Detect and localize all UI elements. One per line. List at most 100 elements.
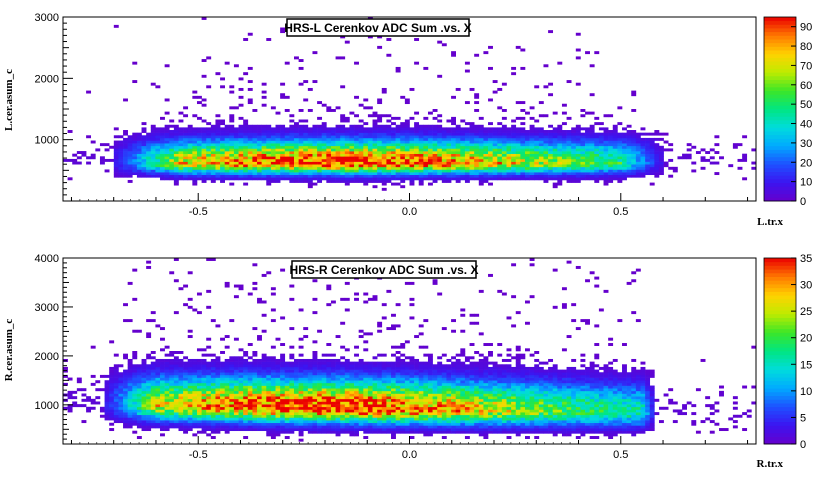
heatmap-cell [215,127,221,131]
heatmap-cell [645,161,651,165]
heatmap-cell [280,177,286,181]
heatmap-cell [622,161,627,165]
heatmap-cell [534,172,540,176]
heatmap-cell [284,425,290,429]
heatmap-cell [451,164,456,168]
heatmap-cell [561,151,567,154]
heatmap-cell [173,164,179,168]
heatmap-cell [109,393,115,397]
heatmap-cell [187,177,193,181]
heatmap-cell [312,151,318,154]
heatmap-cell [538,114,544,118]
heatmap-cell [423,156,429,160]
heatmap-cell [238,87,244,91]
heatmap-cell [446,119,452,123]
heatmap-cell [340,390,346,394]
heatmap-cell [229,380,235,384]
heatmap-cell [192,137,198,141]
heatmap-cell [363,420,369,424]
heatmap-cell [525,143,530,147]
heatmap-cell [312,401,318,405]
heatmap-cell [136,412,142,416]
heatmap-cell [377,140,383,144]
heatmap-cell [575,172,581,176]
heatmap-cell [146,382,152,386]
heatmap-cell [173,137,179,141]
heatmap-cell [492,172,498,176]
heatmap-cell [196,166,202,170]
heatmap-cell [483,164,489,168]
heatmap-cell [585,169,590,173]
heatmap-cell [266,404,272,408]
palette-swatch [764,24,796,29]
heatmap-cell [261,174,267,178]
heatmap-cell [247,32,253,36]
heatmap-cell [312,414,318,418]
heatmap-cell [160,366,165,370]
heatmap-cell [104,169,110,173]
heatmap-cell [317,361,323,365]
heatmap-cell [575,153,581,157]
heatmap-cell [146,374,152,378]
heatmap-cell [501,169,507,173]
heatmap-cell [566,132,572,136]
z-tick-label: 50 [800,99,812,111]
heatmap-cell [275,174,281,178]
heatmap-cell [317,385,323,389]
heatmap-cell [538,101,544,105]
heatmap-cell [247,164,253,168]
heatmap-cell [303,401,309,405]
heatmap-cell [289,158,295,162]
heatmap-cell [150,156,156,160]
heatmap-cell [404,417,410,421]
heatmap-cell [377,179,383,183]
heatmap-cell [298,401,304,405]
heatmap-cell [123,380,128,384]
heatmap-cell [381,114,387,118]
heatmap-cell [317,148,323,152]
heatmap-cell [608,153,614,157]
heatmap-cell [294,369,299,373]
heatmap-cell [497,137,503,141]
heatmap-cell [155,158,161,162]
heatmap-cell [344,393,350,397]
heatmap-cell [169,119,175,123]
heatmap-cell [141,143,147,147]
heatmap-cell [649,172,655,176]
heatmap-cell [561,158,567,162]
heatmap-cell [460,127,466,131]
heatmap-cell [104,148,110,152]
heatmap-cell [437,137,443,141]
heatmap-cell [631,132,637,136]
heatmap-cell [455,143,461,147]
heatmap-cell [391,417,396,421]
heatmap-cell [238,393,244,397]
heatmap-cell [284,372,290,376]
heatmap-cell [474,143,480,147]
heatmap-cell [206,374,212,378]
heatmap-cell [243,380,249,384]
heatmap-cell [173,398,179,402]
heatmap-cell [557,143,563,147]
heatmap-cell [183,422,189,426]
heatmap-cell [224,153,230,157]
heatmap-cell [367,417,373,421]
heatmap-cell [589,166,595,170]
heatmap-cell [645,158,651,162]
heatmap-cell [395,428,401,432]
heatmap-cell [561,145,567,149]
heatmap-cell [326,106,332,110]
heatmap-cell [363,406,369,410]
heatmap-cell [155,412,161,416]
heatmap-cell [469,127,475,131]
heatmap-cell [238,348,244,352]
heatmap-cell [317,414,323,418]
heatmap-cell [261,374,267,378]
heatmap-cell [247,361,253,365]
heatmap-cell [335,148,341,152]
heatmap-cell [506,145,512,149]
heatmap-cell [127,174,133,178]
heatmap-cell [321,358,327,362]
heatmap-cell [580,140,586,144]
heatmap-cell [340,114,346,118]
